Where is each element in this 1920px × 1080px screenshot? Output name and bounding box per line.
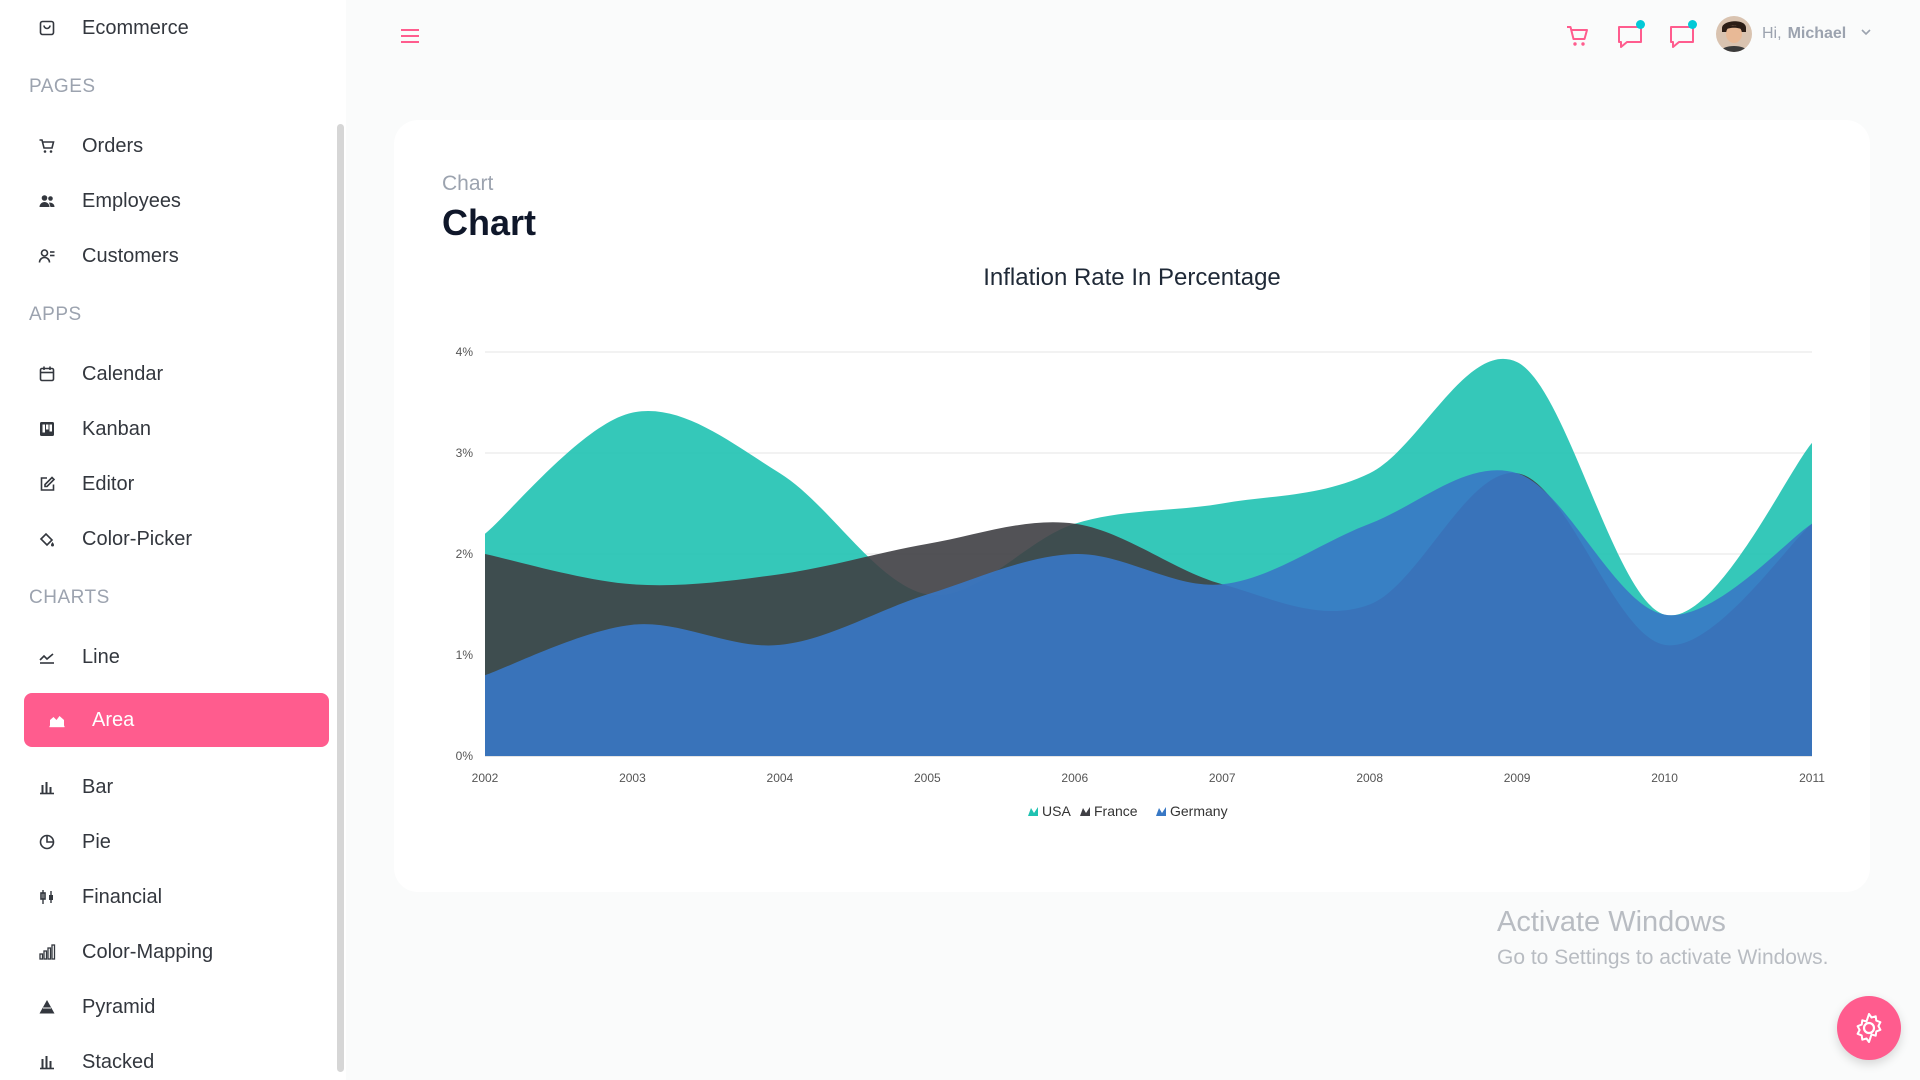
chat-icon	[1618, 26, 1642, 48]
pyramid-icon	[34, 994, 60, 1020]
users-icon	[34, 188, 60, 214]
sidebar-item-label: Area	[92, 708, 135, 731]
sidebar-item-label: Kanban	[82, 417, 151, 440]
sidebar-item-area[interactable]: Area	[24, 693, 329, 747]
cart-icon	[1567, 26, 1588, 46]
sidebar-item-customers[interactable]: Customers	[24, 229, 329, 283]
sidebar-item-pie[interactable]: Pie	[24, 815, 329, 869]
x-tick-label: 2007	[1209, 771, 1236, 785]
chart-card: Chart Chart Inflation Rate In Percentage…	[394, 120, 1870, 892]
gear-icon	[1856, 1013, 1882, 1043]
color-mapping-icon	[34, 939, 60, 965]
chart-title: Inflation Rate In Percentage	[983, 264, 1281, 291]
kanban-icon	[34, 416, 60, 442]
sidebar-item-label: Color-Picker	[82, 527, 193, 550]
sidebar-item-label: Line	[82, 645, 120, 668]
x-tick-label: 2009	[1504, 771, 1531, 785]
area-chart-icon	[44, 707, 70, 733]
sidebar-item-stacked[interactable]: Stacked	[24, 1035, 329, 1080]
greeting-text: Hi,	[1762, 25, 1782, 42]
menu-toggle-button[interactable]	[396, 22, 424, 50]
section-title-apps: APPS	[29, 304, 82, 325]
sidebar-item-color-mapping[interactable]: Color-Mapping	[24, 925, 329, 979]
paint-bucket-icon	[34, 526, 60, 552]
sidebar-item-calendar[interactable]: Calendar	[24, 347, 329, 401]
sidebar-item-editor[interactable]: Editor	[24, 457, 329, 511]
x-tick-label: 2005	[914, 771, 941, 785]
legend-marker	[1080, 807, 1090, 816]
stacked-chart-icon	[34, 1049, 60, 1075]
bar-chart-icon	[34, 774, 60, 800]
x-tick-label: 2002	[472, 771, 499, 785]
sidebar-item-pyramid[interactable]: Pyramid	[24, 980, 329, 1034]
sidebar-item-employees[interactable]: Employees	[24, 174, 329, 228]
page-title: Chart	[442, 202, 537, 243]
sidebar-item-line[interactable]: Line	[24, 630, 329, 684]
chat-button[interactable]	[1612, 18, 1648, 54]
sidebar-item-label: Customers	[82, 244, 179, 267]
sidebar: Ecommerce PAGES Orders Employees Custome…	[0, 0, 346, 1080]
x-tick-label: 2010	[1651, 771, 1678, 785]
sidebar-item-kanban[interactable]: Kanban	[24, 402, 329, 456]
y-tick-label: 3%	[456, 446, 474, 460]
y-tick-label: 4%	[456, 345, 474, 359]
sidebar-item-label: Pyramid	[82, 995, 156, 1018]
sidebar-item-ecommerce[interactable]: Ecommerce	[24, 1, 329, 55]
line-chart-icon	[34, 644, 60, 670]
notification-dot	[1636, 20, 1645, 29]
sidebar-item-bar[interactable]: Bar	[24, 760, 329, 814]
sidebar-scrollbar[interactable]	[337, 124, 344, 1072]
x-tick-label: 2004	[767, 771, 794, 785]
cart-button[interactable]	[1560, 18, 1596, 54]
message-icon	[1670, 26, 1694, 48]
section-title-pages: PAGES	[29, 76, 96, 97]
avatar	[1716, 16, 1752, 52]
edit-icon	[34, 471, 60, 497]
user-list-icon	[34, 243, 60, 269]
user-profile-menu[interactable]: Hi, Michael	[1716, 14, 1872, 54]
y-tick-label: 1%	[456, 648, 474, 662]
activation-watermark-subtitle: Go to Settings to activate Windows.	[1497, 946, 1829, 969]
legend-marker	[1028, 807, 1038, 816]
chevron-down-icon	[1860, 25, 1872, 43]
sidebar-item-financial[interactable]: Financial	[24, 870, 329, 924]
legend-item-france[interactable]: France	[1094, 803, 1138, 819]
legend-item-germany[interactable]: Germany	[1170, 803, 1228, 819]
sidebar-item-label: Calendar	[82, 362, 164, 385]
sidebar-item-label: Orders	[82, 134, 144, 157]
financial-icon	[34, 884, 60, 910]
sidebar-item-label: Pie	[82, 830, 111, 853]
series-area-germany[interactable]	[485, 470, 1812, 756]
sidebar-item-color-picker[interactable]: Color-Picker	[24, 512, 329, 566]
section-title-charts: CHARTS	[29, 587, 110, 608]
hamburger-icon	[401, 29, 419, 43]
x-tick-label: 2006	[1061, 771, 1088, 785]
legend-marker	[1156, 807, 1166, 816]
activation-watermark-title: Activate Windows	[1497, 906, 1726, 938]
sidebar-item-label: Color-Mapping	[82, 940, 214, 963]
sidebar-item-label: Ecommerce	[82, 16, 189, 39]
notification-button[interactable]	[1664, 18, 1700, 54]
x-tick-label: 2003	[619, 771, 646, 785]
y-tick-label: 0%	[456, 749, 474, 763]
x-tick-label: 2008	[1356, 771, 1383, 785]
cart-icon	[34, 133, 60, 159]
bag-icon	[34, 15, 60, 41]
sidebar-item-label: Bar	[82, 775, 114, 798]
settings-button[interactable]	[1837, 996, 1901, 1060]
user-name: Michael	[1787, 25, 1847, 42]
sidebar-item-orders[interactable]: Orders	[24, 119, 329, 173]
legend-item-usa[interactable]: USA	[1042, 803, 1071, 819]
y-tick-label: 2%	[456, 547, 474, 561]
sidebar-item-label: Editor	[82, 472, 135, 495]
breadcrumb: Chart	[442, 172, 494, 195]
x-tick-label: 2011	[1799, 771, 1825, 785]
area-chart: Inflation Rate In Percentage 0% 1% 2% 3% 4% 2…	[456, 264, 1826, 819]
sidebar-item-label: Employees	[82, 189, 181, 212]
sidebar-item-label: Financial	[82, 885, 163, 908]
pie-chart-icon	[34, 829, 60, 855]
sidebar-item-label: Stacked	[82, 1050, 155, 1073]
notification-dot	[1688, 20, 1697, 29]
calendar-icon	[34, 361, 60, 387]
